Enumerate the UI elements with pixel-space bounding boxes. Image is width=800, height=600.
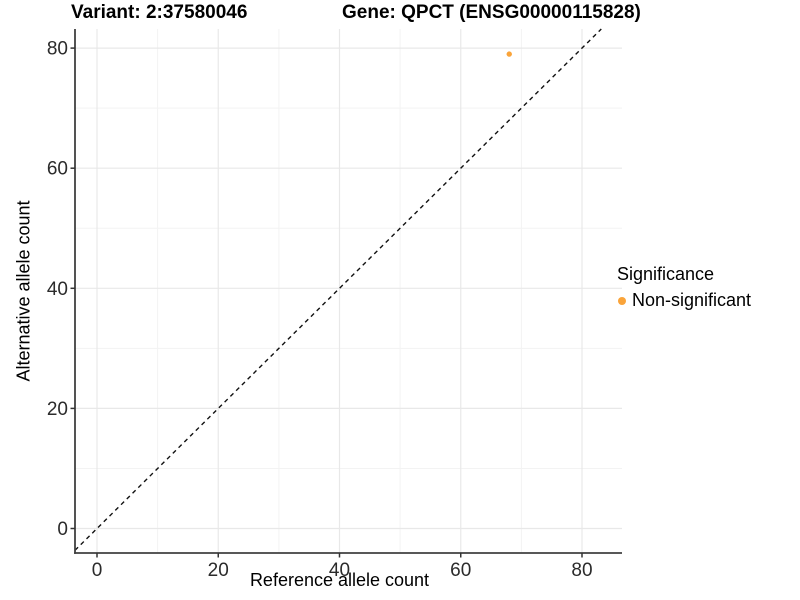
legend-items: Non-significant — [617, 290, 751, 311]
y-tick-label: 60 — [47, 159, 68, 180]
y-axis-title: Alternative allele count — [13, 200, 34, 382]
y-tick-label: 20 — [47, 399, 68, 420]
x-tick-label: 60 — [450, 560, 471, 581]
legend-title: Significance — [617, 264, 715, 284]
legend-item-label: Non-significant — [632, 290, 752, 310]
legend-item: Non-significant — [617, 290, 751, 311]
x-tick-label: 80 — [571, 560, 592, 581]
y-tick-label: 80 — [47, 39, 68, 60]
x-tick-label: 0 — [92, 560, 103, 581]
data-point — [506, 51, 512, 57]
x-axis-title: Reference allele count — [249, 570, 430, 590]
x-tick-label: 40 — [329, 560, 350, 581]
plot-title-variant: Variant: 2:37580046 — [71, 2, 248, 23]
legend-key-dot-icon — [618, 296, 626, 305]
legend: Significance Non-significant — [617, 264, 751, 311]
x-tick-label: 20 — [208, 560, 229, 581]
plot-title-gene: Gene: QPCT (ENSG00000115828) — [342, 2, 641, 23]
y-tick-label: 0 — [57, 519, 68, 540]
identity-line — [74, 28, 602, 551]
y-tick-label: 40 — [47, 279, 68, 300]
